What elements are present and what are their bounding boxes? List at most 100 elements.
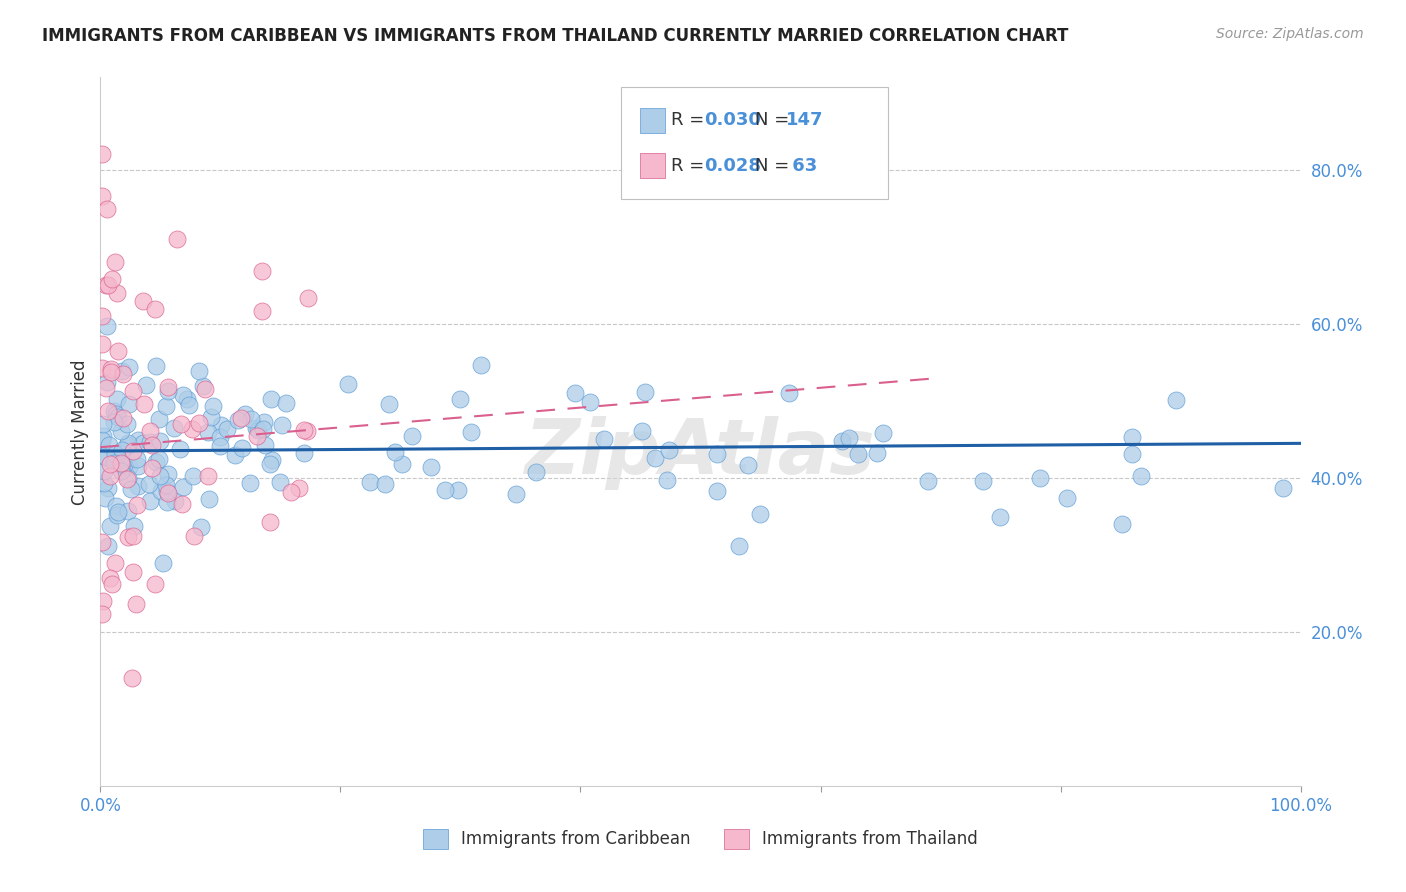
Point (460, 425, 482, 439)
Point (117, 503, 139, 517)
Point (96, 278, 118, 293)
Point (97, 278, 120, 293)
Text: IMMIGRANTS FROM CARIBBEAN VS IMMIGRANTS FROM THAILAND CURRENTLY MARRIED CORRELAT: IMMIGRANTS FROM CARIBBEAN VS IMMIGRANTS … (42, 27, 1069, 45)
Point (239, 475, 262, 490)
Point (112, 411, 135, 425)
Point (90, 189, 112, 203)
Point (470, 359, 492, 373)
Point (187, 416, 209, 430)
Point (104, 407, 127, 421)
Point (121, 565, 143, 579)
Point (169, 417, 191, 431)
Point (103, 404, 125, 418)
Point (270, 418, 292, 433)
Point (169, 442, 191, 456)
Point (295, 424, 318, 438)
Point (391, 457, 413, 471)
Text: 63: 63 (786, 157, 817, 175)
Point (149, 434, 172, 448)
Point (96, 481, 118, 495)
Point (135, 377, 157, 392)
Point (246, 429, 269, 443)
Legend: Immigrants from Caribbean, Immigrants from Thailand: Immigrants from Caribbean, Immigrants fr… (416, 822, 984, 855)
Point (1121, 430, 1143, 444)
Point (91, 417, 114, 431)
Point (505, 487, 527, 501)
Point (117, 471, 139, 485)
Point (226, 413, 249, 427)
Text: N =: N = (755, 112, 794, 129)
Point (105, 500, 128, 514)
Point (163, 420, 186, 434)
Point (197, 425, 219, 440)
Point (104, 255, 127, 269)
Point (157, 379, 180, 393)
Point (384, 445, 406, 459)
Point (145, 577, 167, 591)
Point (96, 318, 118, 333)
Point (139, 424, 162, 438)
Point (447, 483, 470, 497)
Point (93, 491, 115, 506)
Point (728, 539, 751, 553)
Point (156, 495, 179, 509)
Point (163, 494, 186, 508)
Point (143, 302, 166, 317)
Point (280, 485, 302, 500)
Point (260, 453, 283, 467)
Point (247, 423, 270, 437)
Point (737, 458, 759, 473)
Point (259, 515, 281, 529)
Point (176, 392, 198, 406)
Point (149, 483, 172, 498)
Point (872, 425, 894, 440)
Point (846, 447, 869, 461)
Point (233, 407, 256, 421)
Point (121, 671, 143, 685)
Point (208, 430, 231, 444)
Point (91, 594, 114, 608)
Point (115, 417, 138, 431)
Point (111, 457, 134, 471)
Point (252, 422, 274, 436)
Point (122, 529, 145, 543)
Point (110, 424, 132, 438)
Point (253, 415, 276, 429)
Point (145, 455, 167, 469)
Point (115, 472, 138, 486)
Point (593, 432, 616, 446)
Point (127, 499, 149, 513)
Point (224, 448, 246, 462)
Point (122, 444, 145, 458)
Point (93, 475, 115, 490)
Point (118, 460, 141, 475)
Point (148, 411, 170, 425)
Point (631, 424, 654, 438)
Point (111, 443, 134, 458)
Point (208, 439, 231, 453)
Point (96, 202, 118, 216)
Point (401, 429, 423, 443)
Point (578, 394, 600, 409)
Point (156, 485, 179, 500)
Point (152, 556, 174, 570)
Point (117, 435, 139, 450)
Point (111, 364, 134, 378)
Point (778, 385, 800, 400)
Point (110, 464, 132, 478)
Text: 0.030: 0.030 (704, 112, 761, 129)
Point (115, 438, 138, 452)
Point (1056, 491, 1078, 505)
Point (141, 438, 163, 452)
Point (91, 535, 114, 549)
Point (245, 421, 267, 435)
Text: R =: R = (671, 112, 710, 129)
Point (359, 475, 381, 489)
Point (110, 456, 132, 470)
Point (564, 385, 586, 400)
Point (91, 429, 114, 443)
Point (93, 465, 115, 479)
Point (90, 310, 112, 324)
Point (831, 434, 853, 449)
Point (101, 272, 124, 286)
